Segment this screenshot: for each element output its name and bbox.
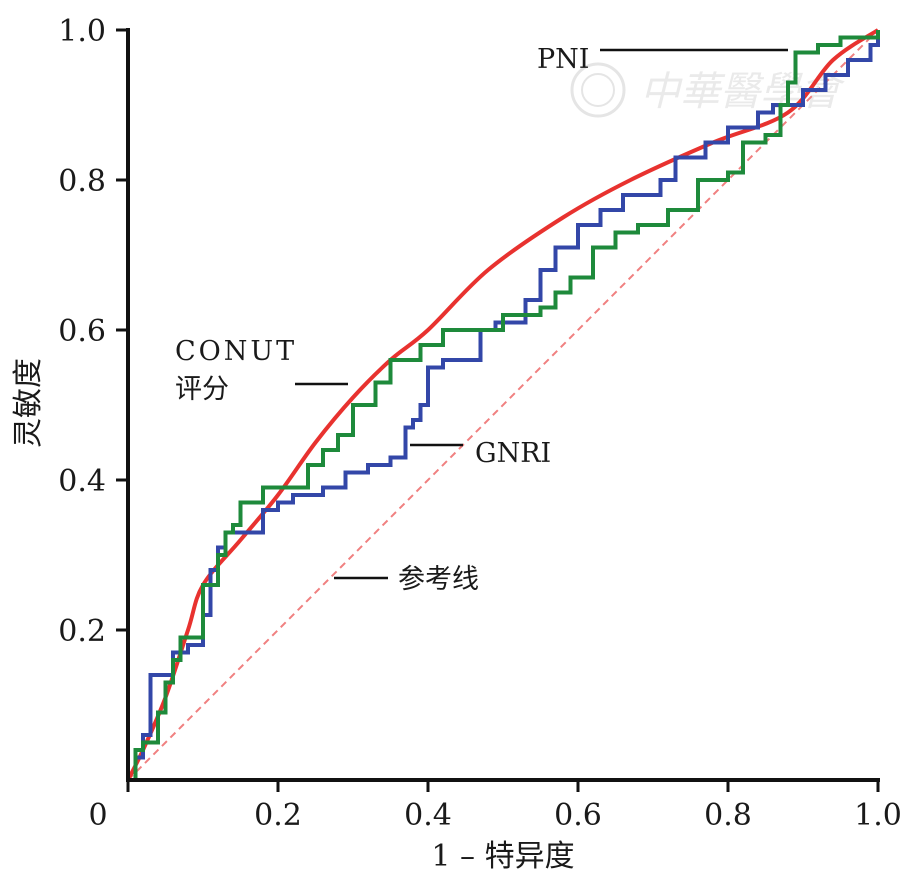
annotation-pni: PNI xyxy=(537,44,788,75)
series-layer xyxy=(126,28,880,782)
x-tick-label: 1.0 xyxy=(854,798,902,833)
series-line xyxy=(128,30,880,782)
series-line xyxy=(128,30,880,782)
x-ticks: 0 0.2 0.4 0.6 0.8 1.0 xyxy=(88,780,902,833)
x-axis-title: 1 – 特异度 xyxy=(431,839,574,874)
y-tick-label: 0.2 xyxy=(58,614,106,649)
annotation-conut-label-line2: 评分 xyxy=(175,374,229,405)
annotation-gnri: GNRI xyxy=(410,438,551,469)
y-tick-label: 1.0 xyxy=(58,14,106,49)
annotation-reference-label: 参考线 xyxy=(398,564,479,595)
y-tick-label: 0.4 xyxy=(58,464,106,499)
annotation-conut-label-line1: CONUT xyxy=(175,336,297,367)
x-tick-label: 0.4 xyxy=(404,798,452,833)
y-ticks: 0.2 0.4 0.6 0.8 1.0 xyxy=(58,14,128,649)
annotation-pni-label: PNI xyxy=(537,44,589,75)
x-tick-label: 0.2 xyxy=(254,798,302,833)
annotation-conut: CONUT 评分 xyxy=(175,336,348,405)
axes xyxy=(126,28,880,782)
x-tick-label: 0.6 xyxy=(554,798,602,833)
series-line xyxy=(127,29,879,781)
x-tick-label: 0.8 xyxy=(704,798,752,833)
x-tick-label: 0 xyxy=(88,798,107,833)
y-tick-label: 0.8 xyxy=(58,164,106,199)
annotation-reference: 参考线 xyxy=(334,564,479,595)
annotation-gnri-label: GNRI xyxy=(475,438,551,469)
y-tick-label: 0.6 xyxy=(58,314,106,349)
y-axis-title: 灵敏度 xyxy=(11,358,46,448)
